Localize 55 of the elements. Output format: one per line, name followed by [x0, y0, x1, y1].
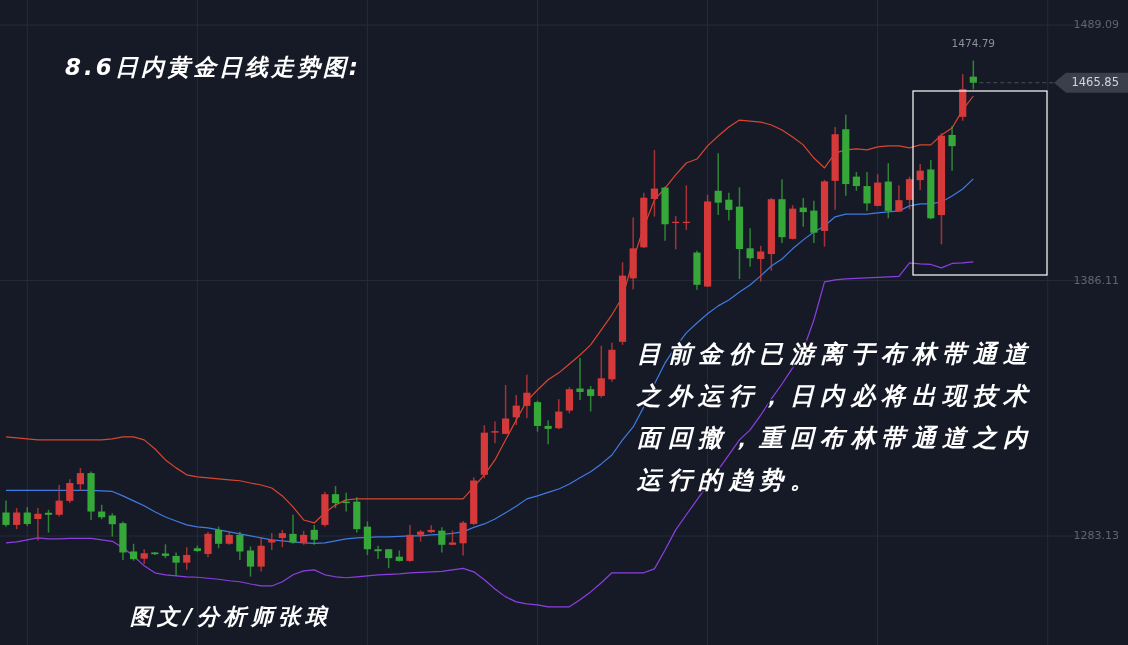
candlestick: [310, 524, 318, 546]
candlestick: [2, 499, 10, 528]
candlestick: [246, 545, 255, 578]
candlestick: [746, 227, 754, 268]
candlestick: [725, 192, 733, 222]
candlestick: [268, 532, 276, 551]
candlestick: [363, 520, 372, 556]
candlestick: [576, 357, 584, 401]
annotation: 1474.79: [951, 36, 996, 49]
candlestick: [863, 171, 871, 212]
candlestick: [374, 545, 382, 560]
candlestick: [852, 171, 860, 192]
candlestick: [874, 173, 882, 208]
candlestick: [289, 514, 297, 545]
candlestick: [459, 520, 467, 557]
candlestick: [44, 509, 53, 534]
candlestick: [76, 467, 85, 492]
candlestick: [438, 526, 446, 554]
y-tick-label: 1386.11: [1073, 273, 1119, 287]
candlestick: [236, 530, 244, 561]
candlestick: [512, 394, 520, 426]
candlestick: [523, 374, 531, 420]
y-tick-label: 1283.13: [1073, 529, 1119, 543]
text: 8.6日内黄金日线走势图:: [65, 54, 361, 80]
candlestick: [650, 149, 659, 218]
candlestick: [502, 384, 510, 436]
candlestick: [331, 485, 340, 509]
candlestick: [597, 345, 605, 399]
candlestick: [757, 245, 765, 283]
candlestick: [491, 420, 499, 445]
candlestick: [34, 507, 42, 542]
candlestick: [533, 399, 542, 433]
candlestick: [183, 546, 191, 571]
candlestick: [810, 199, 818, 244]
candlestick: [555, 398, 563, 430]
candlestick: [55, 484, 63, 518]
y-tick-label: 1489.09: [1073, 18, 1119, 32]
candlestick: [587, 385, 595, 413]
candlestick: [969, 59, 977, 91]
candlestick: [565, 386, 573, 415]
candlestick: [895, 184, 903, 213]
annotation: 图文/分析师张琅: [130, 604, 333, 629]
candlestick: [257, 536, 265, 573]
candlestick: [385, 548, 393, 569]
candlestick: [172, 551, 180, 577]
candlestick: [916, 163, 924, 191]
text: 1465.85: [1071, 75, 1119, 90]
candlestick: [13, 507, 21, 530]
candlestick: [544, 419, 552, 446]
candlestick: [66, 478, 74, 504]
candlestick: [204, 530, 212, 558]
candlestick: [714, 152, 722, 216]
candlestick: [948, 125, 956, 172]
candlestick: [215, 525, 223, 549]
candlestick: [23, 506, 31, 527]
